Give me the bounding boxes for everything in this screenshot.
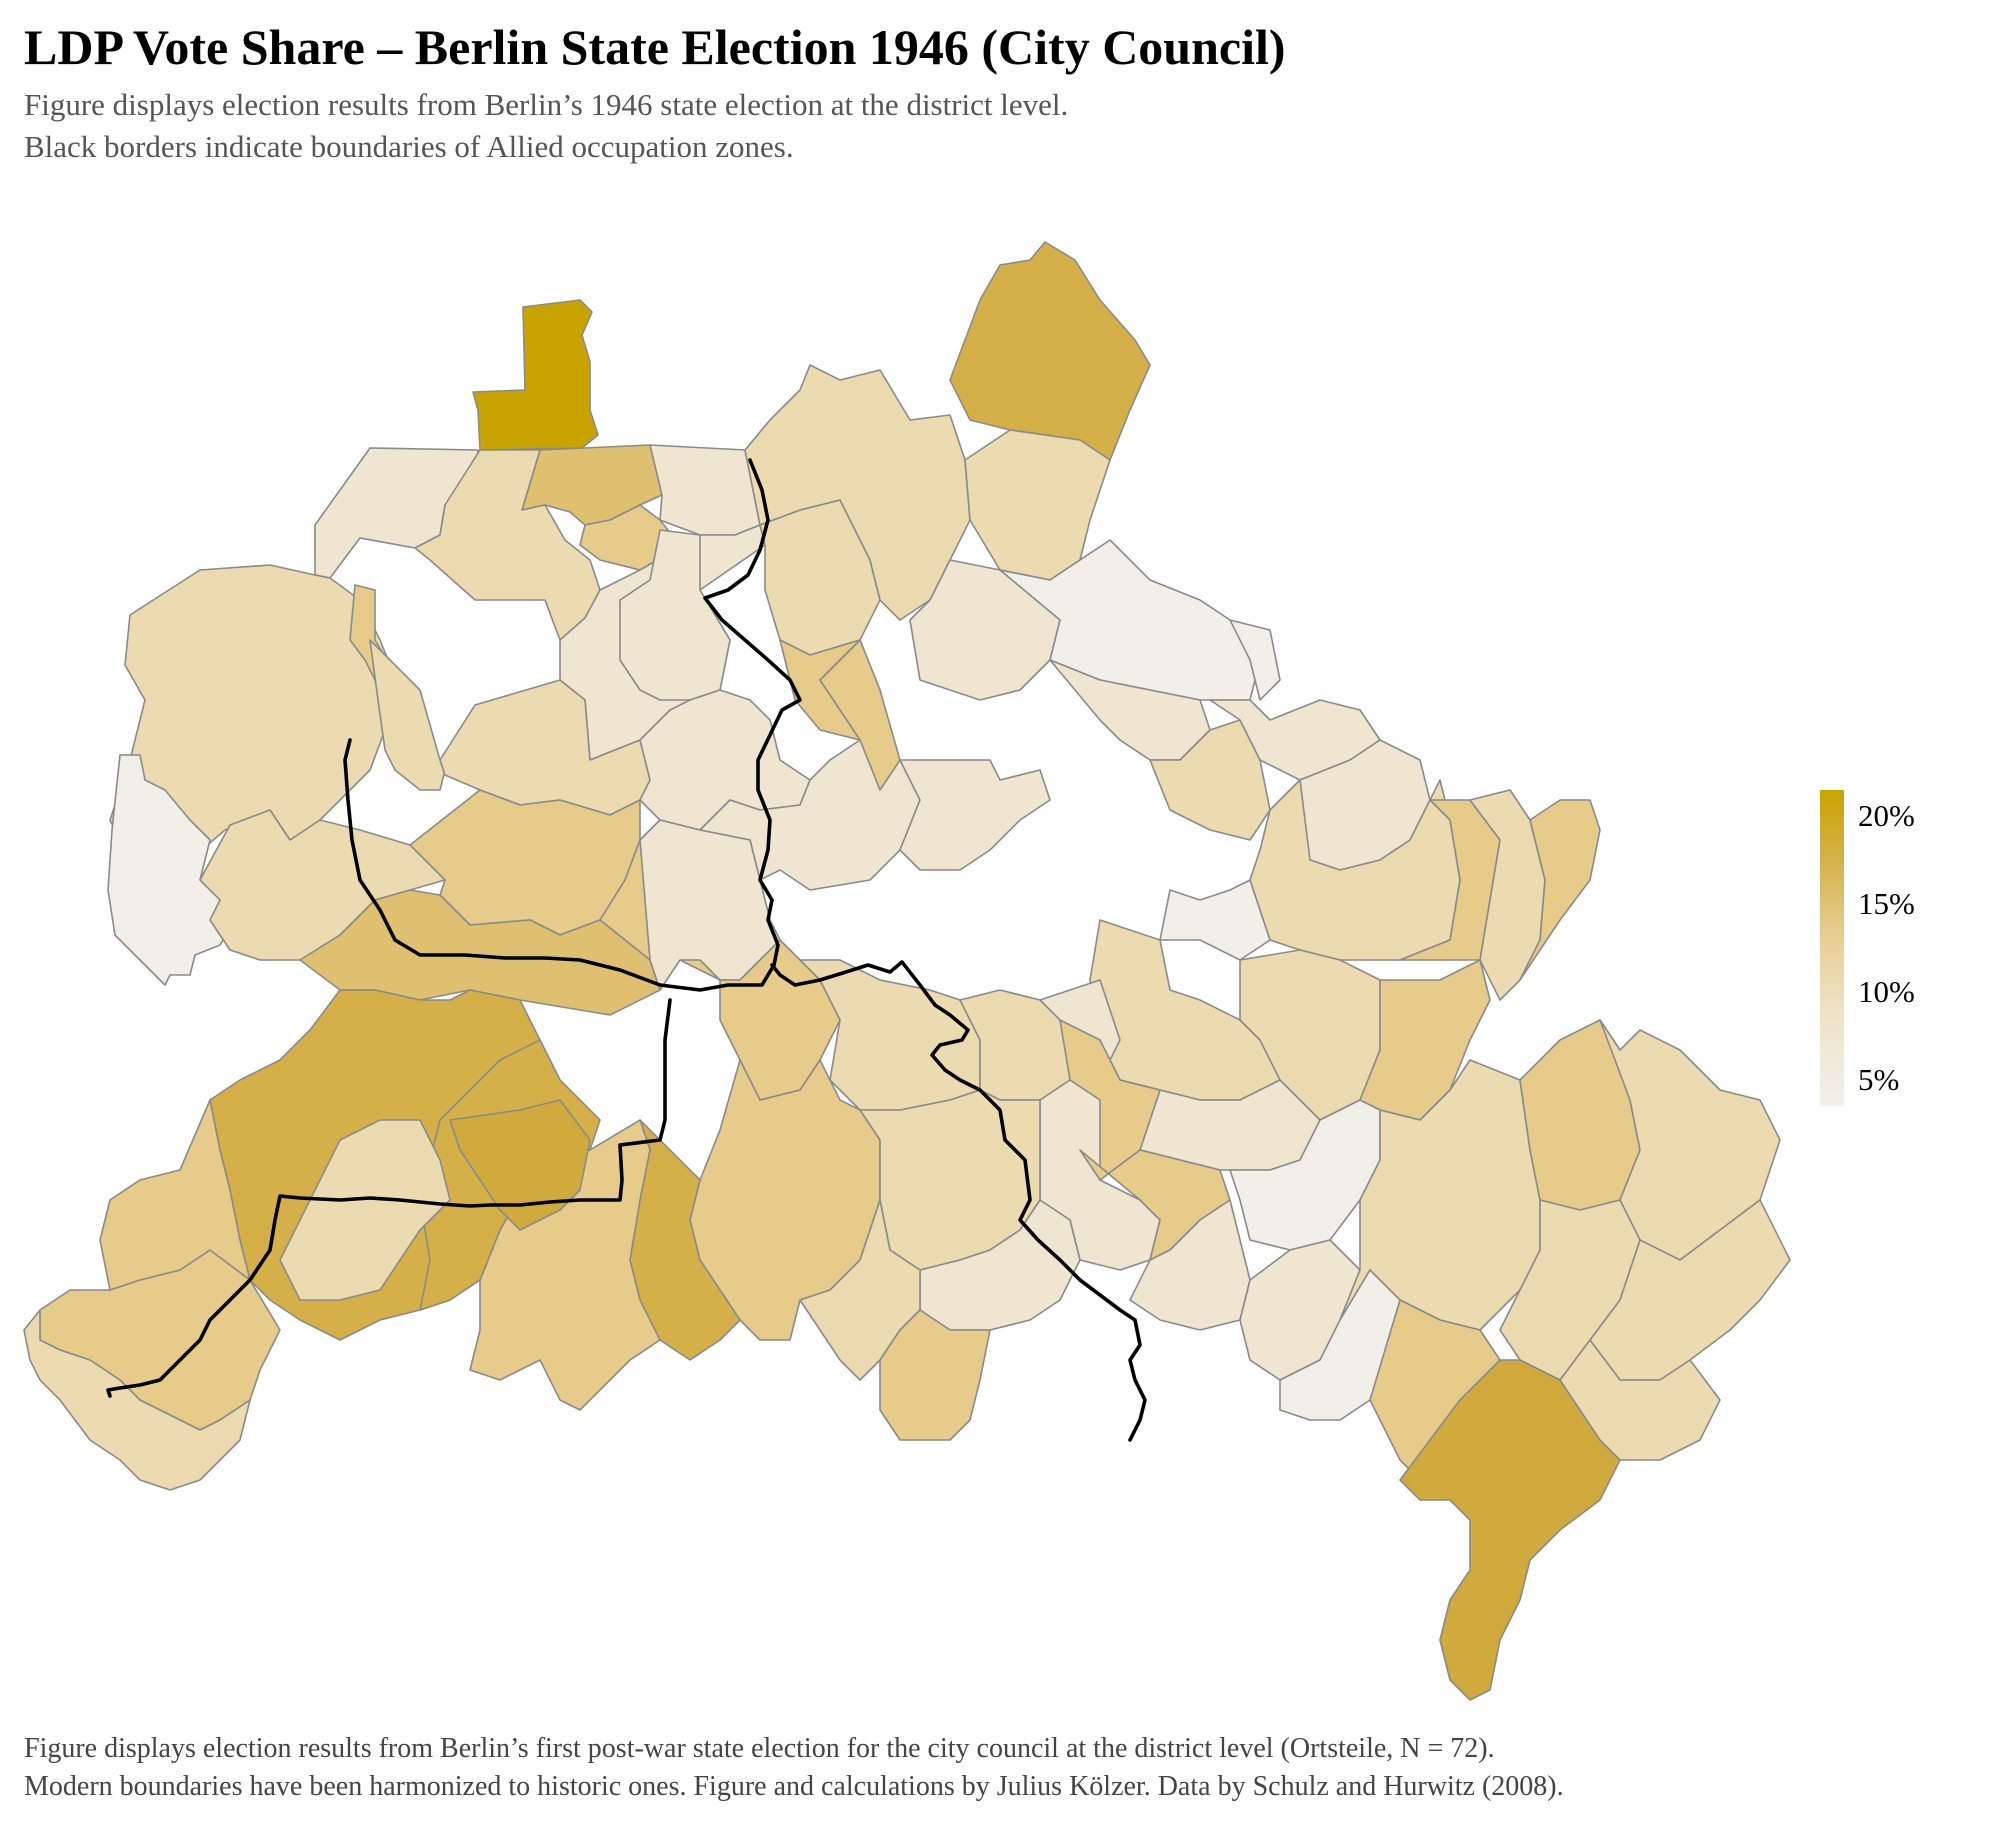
legend-label-15: 15%	[1858, 886, 1915, 921]
district-polygon	[99, 1099, 251, 1291]
legend-tick-20	[1844, 815, 1852, 817]
district-polygon	[619, 529, 731, 701]
district-polygon	[414, 449, 601, 641]
legend-tick-15	[1844, 903, 1852, 905]
zone-border-line	[343, 458, 802, 992]
district-polygon	[1519, 799, 1601, 981]
district-polygon	[1159, 879, 1271, 961]
district-polygon	[879, 1309, 991, 1441]
district-polygons	[23, 241, 1791, 1701]
district-polygon	[449, 1099, 591, 1231]
district-polygon	[649, 444, 761, 536]
district-polygon	[472, 299, 599, 451]
map-title: LDP Vote Share – Berlin State Election 1…	[24, 19, 1286, 75]
district-polygon	[279, 1119, 451, 1301]
map-subtitle-line-2: Black borders indicate boundaries of All…	[24, 129, 794, 164]
district-polygon	[1149, 719, 1271, 841]
zone-border-line	[770, 960, 1147, 1442]
legend-label-10: 10%	[1858, 974, 1915, 1009]
district-polygon	[23, 1309, 251, 1491]
map-subtitle-line-1: Figure displays election results from Be…	[24, 87, 1069, 122]
district-polygon	[107, 754, 236, 986]
legend-tick-10	[1844, 991, 1852, 993]
legend-color-bar	[1820, 790, 1844, 1106]
zone-border-line	[106, 998, 672, 1398]
legend-label-20: 20%	[1858, 798, 1915, 833]
district-polygon	[899, 759, 1051, 871]
map-caption-line-2: Modern boundaries have been harmonized t…	[24, 1771, 1564, 1802]
district-polygon	[369, 639, 446, 791]
district-polygon	[1399, 1359, 1621, 1701]
map-caption-line-1: Figure displays election results from Be…	[24, 1733, 1495, 1764]
district-polygon	[469, 1119, 661, 1411]
district-polygon	[949, 241, 1151, 461]
district-polygon	[1559, 1339, 1721, 1461]
district-polygon	[1229, 619, 1281, 701]
legend-label-5: 5%	[1858, 1062, 1900, 1097]
color-legend: 20% 15% 10% 5%	[1820, 790, 2000, 1120]
legend-tick-5	[1844, 1079, 1852, 1081]
occupation-zone-borders	[106, 458, 1147, 1442]
